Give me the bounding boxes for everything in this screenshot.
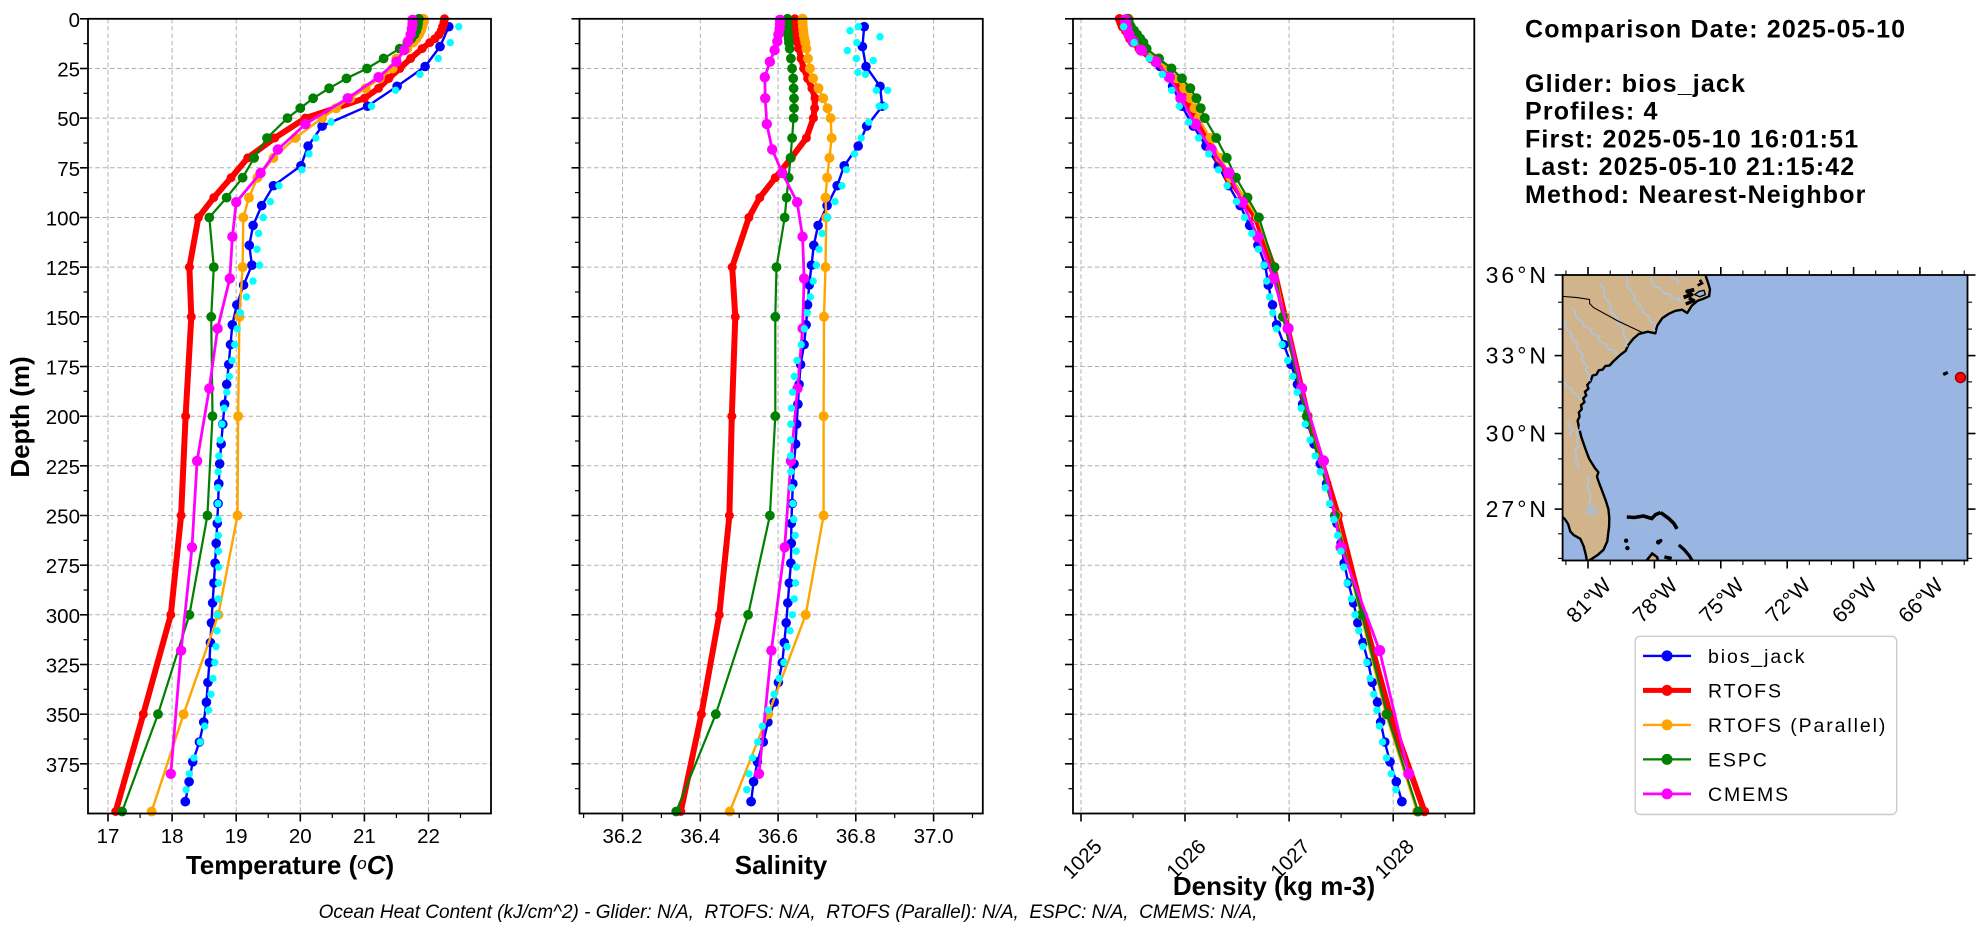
svg-text:36°N: 36°N [1486,262,1549,288]
svg-text:0: 0 [69,9,80,32]
svg-text:22: 22 [417,825,440,848]
svg-text:150: 150 [46,307,80,330]
svg-text:33°N: 33°N [1486,343,1549,369]
svg-text:Last: 2025-05-10 21:15:42: Last: 2025-05-10 21:15:42 [1525,153,1855,181]
svg-text:RTOFS (Parallel): RTOFS (Parallel) [1708,715,1887,737]
svg-text:36.2: 36.2 [603,825,643,848]
svg-text:First: 2025-05-10 16:01:51: First: 2025-05-10 16:01:51 [1525,125,1859,153]
svg-text:37.0: 37.0 [914,825,954,848]
svg-text:bios_jack: bios_jack [1708,646,1806,668]
svg-text:ESPC: ESPC [1708,749,1769,771]
svg-text:Ocean Heat Content (kJ/cm^2) -: Ocean Heat Content (kJ/cm^2) - Glider: N… [319,902,1258,923]
svg-text:20: 20 [289,825,312,848]
svg-text:200: 200 [46,406,80,429]
svg-text:Glider: bios_jack: Glider: bios_jack [1525,70,1746,98]
svg-text:CMEMS: CMEMS [1708,784,1790,806]
svg-text:Depth (m): Depth (m) [5,356,35,477]
svg-text:275: 275 [46,555,80,578]
svg-text:300: 300 [46,605,80,628]
svg-text:Comparison Date: 2025-05-10: Comparison Date: 2025-05-10 [1525,16,1906,44]
svg-text:19: 19 [225,825,248,848]
svg-text:350: 350 [46,704,80,727]
svg-text:21: 21 [353,825,376,848]
svg-text:18: 18 [161,825,184,848]
svg-text:Profiles: 4: Profiles: 4 [1525,98,1659,126]
svg-text:36.8: 36.8 [836,825,876,848]
svg-text:125: 125 [46,257,80,280]
svg-text:375: 375 [46,754,80,777]
svg-text:25: 25 [57,59,80,82]
svg-text:100: 100 [46,208,80,231]
svg-text:Temperature (oC): Temperature (oC) [186,850,394,880]
svg-text:75: 75 [57,158,80,181]
svg-text:Salinity: Salinity [735,850,828,880]
svg-text:30°N: 30°N [1486,421,1549,447]
svg-text:Density (kg m-3): Density (kg m-3) [1173,871,1375,901]
svg-text:50: 50 [57,108,80,131]
svg-text:225: 225 [46,456,80,479]
svg-text:250: 250 [46,506,80,529]
svg-text:36.4: 36.4 [680,825,720,848]
svg-text:27°N: 27°N [1486,496,1549,522]
svg-text:36.6: 36.6 [758,825,798,848]
svg-text:175: 175 [46,357,80,380]
svg-text:RTOFS: RTOFS [1708,680,1783,702]
svg-text:325: 325 [46,655,80,678]
svg-text:Method: Nearest-Neighbor: Method: Nearest-Neighbor [1525,181,1867,209]
svg-text:17: 17 [97,825,120,848]
